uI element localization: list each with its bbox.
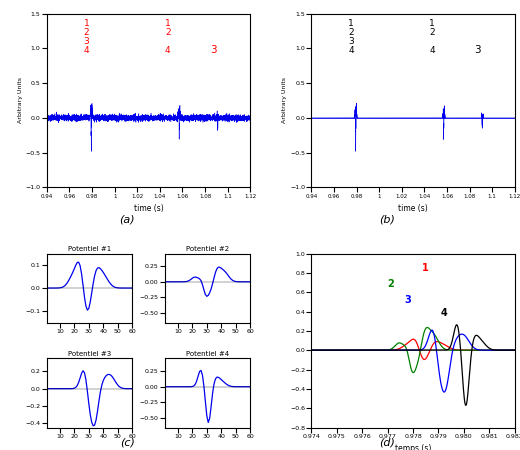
Text: (c): (c) [120, 437, 135, 447]
Title: Potentiel #4: Potentiel #4 [186, 351, 229, 357]
Text: 1
2
 
4: 1 2 4 [165, 19, 171, 55]
Title: Potentiel #2: Potentiel #2 [186, 246, 229, 252]
Title: Potentiel #1: Potentiel #1 [68, 246, 111, 252]
Text: 1
2
 
4: 1 2 4 [430, 19, 435, 55]
Text: (a): (a) [120, 215, 135, 225]
Text: 4: 4 [440, 308, 447, 319]
Text: 1
2
3
4: 1 2 3 4 [348, 19, 354, 55]
Text: 2: 2 [387, 279, 394, 289]
Text: 3: 3 [405, 295, 411, 305]
Text: 1
2
3
4: 1 2 3 4 [84, 19, 89, 55]
Text: 3: 3 [210, 45, 216, 55]
Text: 3: 3 [474, 45, 481, 55]
Text: 1: 1 [422, 263, 429, 273]
Text: (d): (d) [380, 437, 395, 447]
Title: Potentiel #3: Potentiel #3 [68, 351, 111, 357]
X-axis label: time (s): time (s) [134, 204, 163, 213]
Y-axis label: Arbitrary Units: Arbitrary Units [18, 77, 23, 123]
Text: (b): (b) [380, 215, 395, 225]
X-axis label: temps (s): temps (s) [395, 444, 431, 450]
X-axis label: time (s): time (s) [398, 204, 428, 213]
Y-axis label: Arbitrary Units: Arbitrary Units [282, 77, 287, 123]
